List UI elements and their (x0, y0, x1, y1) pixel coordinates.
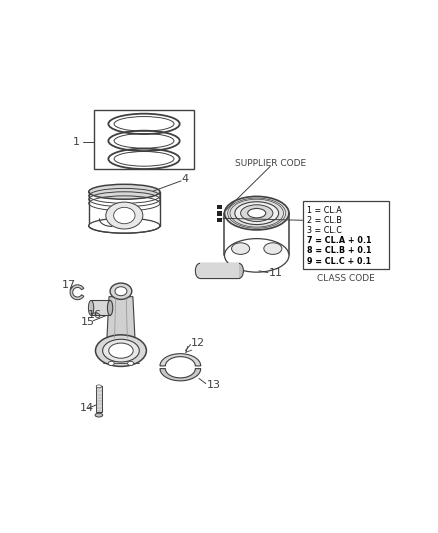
Text: 15: 15 (81, 317, 95, 327)
Ellipse shape (235, 263, 244, 278)
Ellipse shape (88, 184, 160, 199)
Ellipse shape (115, 287, 127, 296)
Ellipse shape (88, 301, 94, 316)
Bar (96, 386, 102, 413)
Text: 2 = CL.B: 2 = CL.B (307, 216, 342, 225)
Text: 1 = CL.A: 1 = CL.A (307, 206, 341, 215)
Text: 12: 12 (191, 338, 205, 348)
Ellipse shape (95, 335, 146, 366)
Polygon shape (107, 297, 135, 338)
Ellipse shape (264, 243, 282, 254)
Ellipse shape (235, 202, 279, 224)
Ellipse shape (95, 413, 102, 417)
Bar (94, 110, 194, 169)
Text: 1: 1 (73, 137, 80, 147)
Ellipse shape (88, 218, 160, 233)
Ellipse shape (127, 361, 134, 366)
Text: 13: 13 (207, 380, 221, 390)
Ellipse shape (225, 239, 289, 272)
Polygon shape (160, 354, 201, 366)
Bar (217, 205, 222, 209)
Ellipse shape (106, 202, 143, 229)
Ellipse shape (248, 208, 266, 218)
Bar (200, 263, 239, 278)
Text: SUPPLIER CODE: SUPPLIER CODE (235, 159, 306, 168)
Text: 4: 4 (182, 174, 189, 184)
Ellipse shape (109, 343, 133, 358)
Text: 11: 11 (268, 268, 283, 278)
Ellipse shape (107, 301, 113, 316)
Ellipse shape (240, 205, 273, 222)
Text: 14: 14 (80, 403, 94, 413)
Ellipse shape (102, 340, 139, 362)
Ellipse shape (114, 211, 134, 224)
Ellipse shape (110, 283, 132, 300)
Ellipse shape (113, 207, 135, 224)
Text: 9 = CL.C + 0.1: 9 = CL.C + 0.1 (307, 256, 371, 265)
Text: 3 = CL.C: 3 = CL.C (307, 226, 342, 235)
Text: 8 = CL.B + 0.1: 8 = CL.B + 0.1 (307, 246, 371, 255)
Text: 17: 17 (62, 280, 76, 290)
Ellipse shape (225, 196, 289, 230)
Ellipse shape (96, 385, 102, 387)
Polygon shape (160, 369, 201, 381)
Text: 7 = CL.A + 0.1: 7 = CL.A + 0.1 (307, 236, 371, 245)
Ellipse shape (232, 243, 250, 254)
Ellipse shape (108, 361, 114, 366)
Ellipse shape (119, 214, 129, 222)
Bar (217, 217, 222, 222)
Text: CLASS CODE: CLASS CODE (317, 274, 374, 283)
Text: 16: 16 (88, 310, 102, 320)
Polygon shape (70, 285, 84, 300)
Bar (217, 211, 222, 215)
Ellipse shape (195, 263, 204, 278)
Bar (91, 301, 110, 316)
Bar (303, 201, 389, 269)
